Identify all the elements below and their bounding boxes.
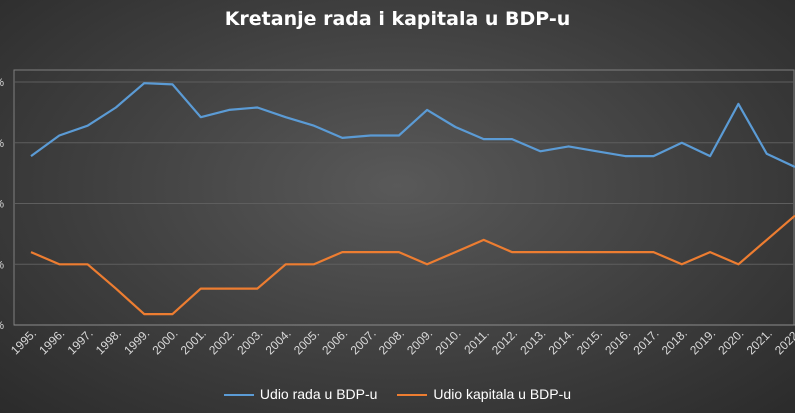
- y-tick-label: %: [0, 199, 4, 211]
- x-tick-label: 2017.: [631, 326, 662, 357]
- x-tick-label: 2007.: [348, 326, 379, 357]
- x-tick-label: 2011.: [461, 326, 492, 357]
- x-tick-label: 2003.: [234, 326, 265, 357]
- chart-title: Kretanje rada i kapitala u BDP-u: [224, 8, 571, 30]
- y-tick-label: %: [0, 138, 4, 150]
- x-tick-label: 1996.: [36, 326, 67, 357]
- gridlines: [13, 69, 795, 326]
- plot-frame: [13, 69, 795, 326]
- series-line-labor: [30, 82, 795, 168]
- x-tick-label: 2019.: [687, 326, 718, 357]
- x-tick-label: 2002.: [206, 326, 237, 357]
- legend-swatch-capital: [397, 394, 428, 397]
- x-tick-label: 2018.: [659, 326, 690, 357]
- x-tick-label: 2005.: [291, 326, 322, 357]
- series-lines: [30, 82, 795, 316]
- y-tick-labels: %%%%%: [0, 77, 4, 332]
- y-tick-label: %: [0, 259, 4, 271]
- x-tick-label: 2012.: [489, 326, 520, 357]
- x-tick-label: 2016.: [602, 326, 633, 357]
- legend: Udio rada u BDP-u Udio kapitala u BDP-u: [0, 386, 795, 402]
- x-tick-label: 2015.: [574, 326, 605, 357]
- x-tick-label: 2008.: [376, 326, 407, 357]
- x-tick-label: 1999.: [121, 326, 152, 357]
- y-tick-label: %: [0, 320, 4, 332]
- series-line-capital: [30, 214, 795, 316]
- x-tick-label: 1998.: [93, 326, 124, 357]
- x-tick-label: 2006.: [319, 326, 350, 357]
- legend-item-capital: Udio kapitala u BDP-u: [397, 386, 571, 402]
- x-tick-label: 2022.: [772, 326, 795, 357]
- x-tick-label: 2010.: [432, 326, 463, 357]
- x-tick-label: 2013.: [517, 326, 548, 357]
- x-tick-label: 2009.: [404, 326, 435, 357]
- legend-swatch-labor: [223, 394, 254, 397]
- x-tick-label: 2014.: [546, 326, 577, 357]
- legend-item-labor: Udio rada u BDP-u: [223, 386, 378, 402]
- x-tick-label: 2020.: [715, 326, 746, 357]
- y-tick-label: %: [0, 77, 4, 89]
- x-tick-label: 1997.: [65, 326, 96, 357]
- x-tick-labels: 1995.1996.1997.1998.1999.2000.2001.2002.…: [8, 326, 795, 357]
- legend-label-labor: Udio rada u BDP-u: [259, 386, 378, 402]
- x-tick-label: 2004.: [263, 326, 294, 357]
- x-tick-label: 2021.: [744, 326, 775, 357]
- x-tick-label: 2000.: [149, 326, 180, 357]
- x-tick-label: 2001.: [178, 326, 209, 357]
- x-tick-label: 1995.: [8, 326, 39, 357]
- legend-label-capital: Udio kapitala u BDP-u: [433, 386, 572, 402]
